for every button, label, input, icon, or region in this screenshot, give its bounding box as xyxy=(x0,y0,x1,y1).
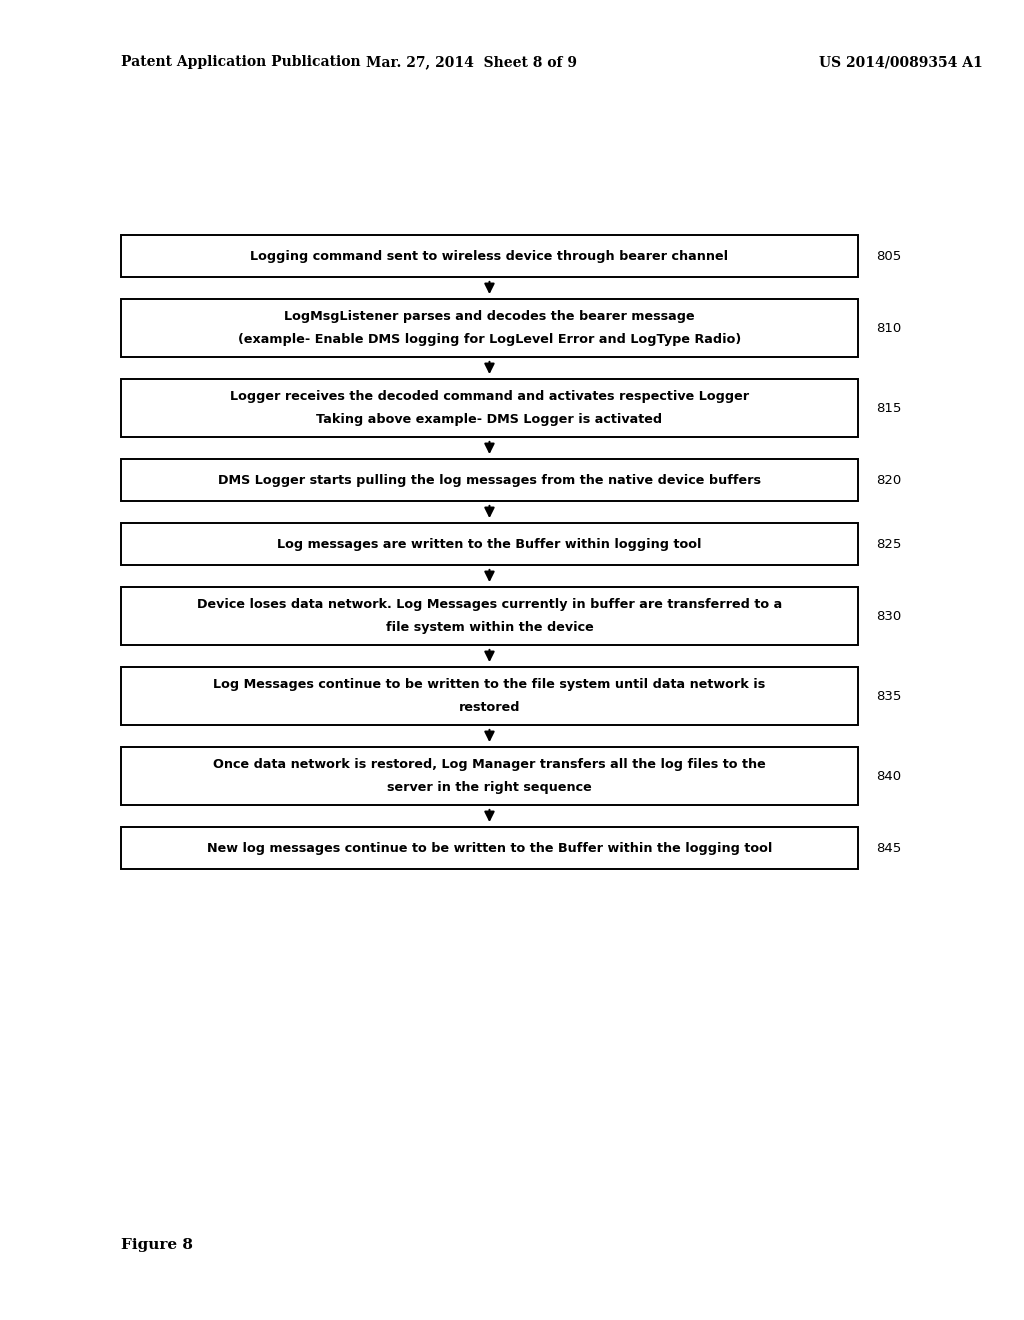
Text: 845: 845 xyxy=(877,842,901,854)
Text: 825: 825 xyxy=(877,537,901,550)
Text: Log messages are written to the Buffer within logging tool: Log messages are written to the Buffer w… xyxy=(278,537,701,550)
Text: 840: 840 xyxy=(877,770,901,783)
FancyBboxPatch shape xyxy=(121,459,858,502)
Text: DMS Logger starts pulling the log messages from the native device buffers: DMS Logger starts pulling the log messag… xyxy=(218,474,761,487)
Text: 830: 830 xyxy=(877,610,901,623)
Text: (example- Enable DMS logging for LogLevel Error and LogType Radio): (example- Enable DMS logging for LogLeve… xyxy=(238,333,741,346)
Text: Mar. 27, 2014  Sheet 8 of 9: Mar. 27, 2014 Sheet 8 of 9 xyxy=(366,55,577,69)
Text: Patent Application Publication: Patent Application Publication xyxy=(121,55,360,69)
Text: 805: 805 xyxy=(877,249,901,263)
FancyBboxPatch shape xyxy=(121,747,858,805)
FancyBboxPatch shape xyxy=(121,828,858,869)
FancyBboxPatch shape xyxy=(121,235,858,277)
Text: server in the right sequence: server in the right sequence xyxy=(387,780,592,793)
FancyBboxPatch shape xyxy=(121,523,858,565)
FancyBboxPatch shape xyxy=(121,667,858,725)
Text: file system within the device: file system within the device xyxy=(386,620,593,634)
Text: New log messages continue to be written to the Buffer within the logging tool: New log messages continue to be written … xyxy=(207,842,772,854)
Text: Taking above example- DMS Logger is activated: Taking above example- DMS Logger is acti… xyxy=(316,413,663,425)
Text: Logging command sent to wireless device through bearer channel: Logging command sent to wireless device … xyxy=(251,249,728,263)
Text: Device loses data network. Log Messages currently in buffer are transferred to a: Device loses data network. Log Messages … xyxy=(197,598,782,611)
Text: Log Messages continue to be written to the file system until data network is: Log Messages continue to be written to t… xyxy=(213,678,766,692)
FancyBboxPatch shape xyxy=(121,587,858,645)
Text: Once data network is restored, Log Manager transfers all the log files to the: Once data network is restored, Log Manag… xyxy=(213,759,766,771)
Text: 835: 835 xyxy=(877,689,901,702)
Text: 810: 810 xyxy=(877,322,901,334)
Text: Logger receives the decoded command and activates respective Logger: Logger receives the decoded command and … xyxy=(230,391,749,404)
FancyBboxPatch shape xyxy=(121,300,858,356)
FancyBboxPatch shape xyxy=(121,379,858,437)
Text: US 2014/0089354 A1: US 2014/0089354 A1 xyxy=(819,55,983,69)
Text: restored: restored xyxy=(459,701,520,714)
Text: 815: 815 xyxy=(877,401,901,414)
Text: 820: 820 xyxy=(877,474,901,487)
Text: LogMsgListener parses and decodes the bearer message: LogMsgListener parses and decodes the be… xyxy=(284,310,695,323)
Text: Figure 8: Figure 8 xyxy=(121,1238,193,1251)
